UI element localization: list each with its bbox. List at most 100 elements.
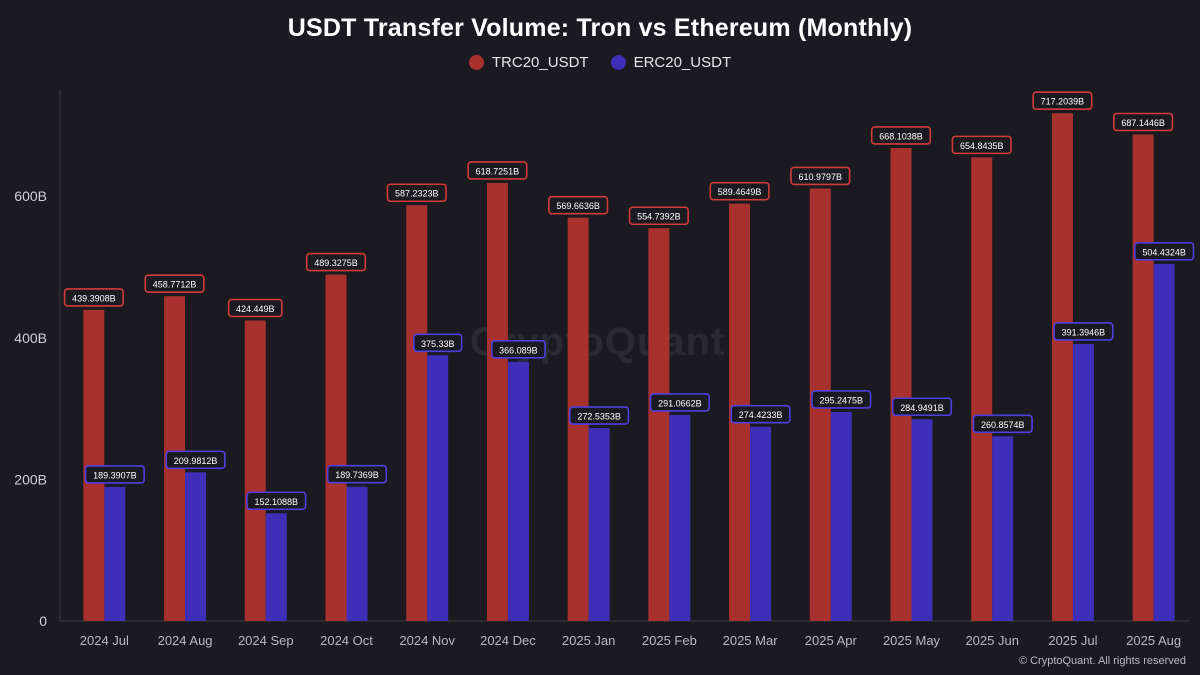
x-tick-label: 2024 Sep [238, 633, 294, 648]
bar-erc20-usdt[interactable] [992, 436, 1014, 621]
data-label: 504.4324B [1142, 247, 1186, 257]
data-label-box [413, 333, 463, 353]
x-tick-label: 2024 Aug [158, 633, 213, 648]
x-tick-label: 2025 Jul [1048, 633, 1097, 648]
legend-item-trc20[interactable]: TRC20_USDT [468, 54, 589, 71]
bar-erc20-usdt[interactable] [427, 355, 449, 621]
x-tick-label: 2025 Mar [723, 633, 779, 648]
bar-trc20-usdt[interactable] [406, 205, 428, 621]
x-tick-label: 2024 Jul [80, 633, 129, 648]
data-label: 366.089B [499, 345, 538, 355]
data-label: 610.9797B [799, 172, 843, 182]
data-label: 152.1088B [255, 497, 299, 507]
legend-label-trc20: TRC20_USDT [491, 54, 589, 71]
data-label: 717.2039B [1041, 97, 1085, 107]
bar-trc20-usdt[interactable] [971, 157, 993, 622]
data-label-box [1113, 112, 1174, 132]
x-tick-label: 2025 Jan [562, 633, 616, 648]
legend-swatch-trc20 [468, 55, 484, 70]
data-label: 618.7251B [476, 166, 520, 176]
data-label: 291.0662B [658, 398, 702, 408]
data-label: 391.3946B [1062, 327, 1106, 337]
bar-trc20-usdt[interactable] [648, 228, 670, 622]
bar-trc20-usdt[interactable] [890, 147, 912, 621]
y-tick-label: 400B [14, 330, 47, 346]
data-label-box [165, 450, 226, 470]
data-label-box [951, 135, 1012, 155]
x-tick-label: 2025 Aug [1126, 633, 1181, 648]
bar-erc20-usdt[interactable] [104, 486, 126, 621]
bar-erc20-usdt[interactable] [185, 472, 207, 621]
data-label: 587.2323B [395, 189, 439, 199]
data-label-box [305, 252, 367, 272]
data-label-box [811, 390, 872, 409]
data-label-box [326, 464, 388, 484]
bar-erc20-usdt[interactable] [750, 426, 772, 621]
data-label: 569.6636B [556, 201, 600, 211]
data-label-box [870, 126, 932, 145]
data-label: 272.5353B [577, 412, 621, 422]
bar-erc20-usdt[interactable] [507, 361, 529, 621]
data-label: 654.8435B [960, 141, 1004, 151]
data-label: 189.3907B [93, 470, 137, 480]
data-label-box [709, 181, 770, 201]
legend-swatch-erc20 [610, 55, 626, 70]
data-label: 189.7369B [335, 470, 379, 480]
bar-trc20-usdt[interactable] [1051, 113, 1073, 621]
data-label-box [246, 491, 307, 511]
bar-trc20-usdt[interactable] [244, 320, 266, 621]
bar-erc20-usdt[interactable] [588, 428, 610, 621]
x-tick-label: 2025 Jun [965, 633, 1019, 648]
data-label: 458.7712B [153, 280, 197, 290]
bar-erc20-usdt[interactable] [830, 411, 852, 621]
bar-trc20-usdt[interactable] [1132, 134, 1154, 621]
legend-label-erc20: ERC20_USDT [633, 54, 732, 71]
data-label: 375.33B [421, 339, 455, 349]
data-label-box [144, 274, 205, 293]
x-tick-label: 2025 May [883, 633, 941, 648]
data-label: 439.3908B [72, 293, 116, 303]
data-label-box [649, 393, 710, 412]
data-label-box [227, 298, 283, 318]
data-label-box [1053, 322, 1114, 341]
bar-erc20-usdt[interactable] [911, 419, 933, 621]
data-label: 284.9491B [900, 403, 944, 413]
x-tick-label: 2024 Oct [320, 633, 373, 648]
x-tick-label: 2025 Apr [805, 633, 858, 648]
x-tick-label: 2024 Dec [480, 633, 536, 648]
bar-erc20-usdt[interactable] [265, 513, 287, 621]
data-label: 295.2475B [820, 395, 864, 405]
y-tick-label: 600B [14, 188, 47, 204]
y-tick-label: 200B [14, 471, 47, 487]
x-tick-label: 2025 Feb [642, 633, 697, 648]
data-label-box [467, 161, 528, 180]
bar-trc20-usdt[interactable] [325, 274, 347, 621]
bar-erc20-usdt[interactable] [1072, 343, 1094, 621]
copyright-footer: © CryptoQuant. All rights reserved [1018, 655, 1186, 667]
data-label-box [730, 404, 791, 424]
bar-trc20-usdt[interactable] [486, 182, 508, 621]
data-label: 589.4649B [718, 187, 762, 197]
data-label: 489.3275B [314, 258, 358, 268]
data-label-box [84, 465, 145, 484]
bar-erc20-usdt[interactable] [669, 414, 691, 621]
bar-erc20-usdt[interactable] [1153, 263, 1175, 621]
data-label-box [628, 206, 689, 226]
data-label: 687.1446B [1121, 118, 1165, 128]
chart-title: USDT Transfer Volume: Tron vs Ethereum (… [287, 14, 913, 42]
data-label-box [790, 166, 851, 186]
bar-erc20-usdt[interactable] [346, 486, 368, 621]
y-tick-label: 0 [39, 613, 47, 629]
chart-legend: TRC20_USDT ERC20_USDT [0, 54, 1200, 71]
data-label: 209.9812B [174, 456, 218, 466]
data-label-box [1032, 91, 1093, 111]
data-label-box [972, 414, 1033, 434]
data-label-box [63, 288, 124, 307]
data-label: 668.1038B [879, 131, 923, 141]
data-label-box [548, 195, 609, 215]
data-label-box [891, 397, 953, 417]
data-label: 260.8574B [981, 420, 1025, 430]
legend-item-erc20[interactable]: ERC20_USDT [610, 54, 732, 71]
